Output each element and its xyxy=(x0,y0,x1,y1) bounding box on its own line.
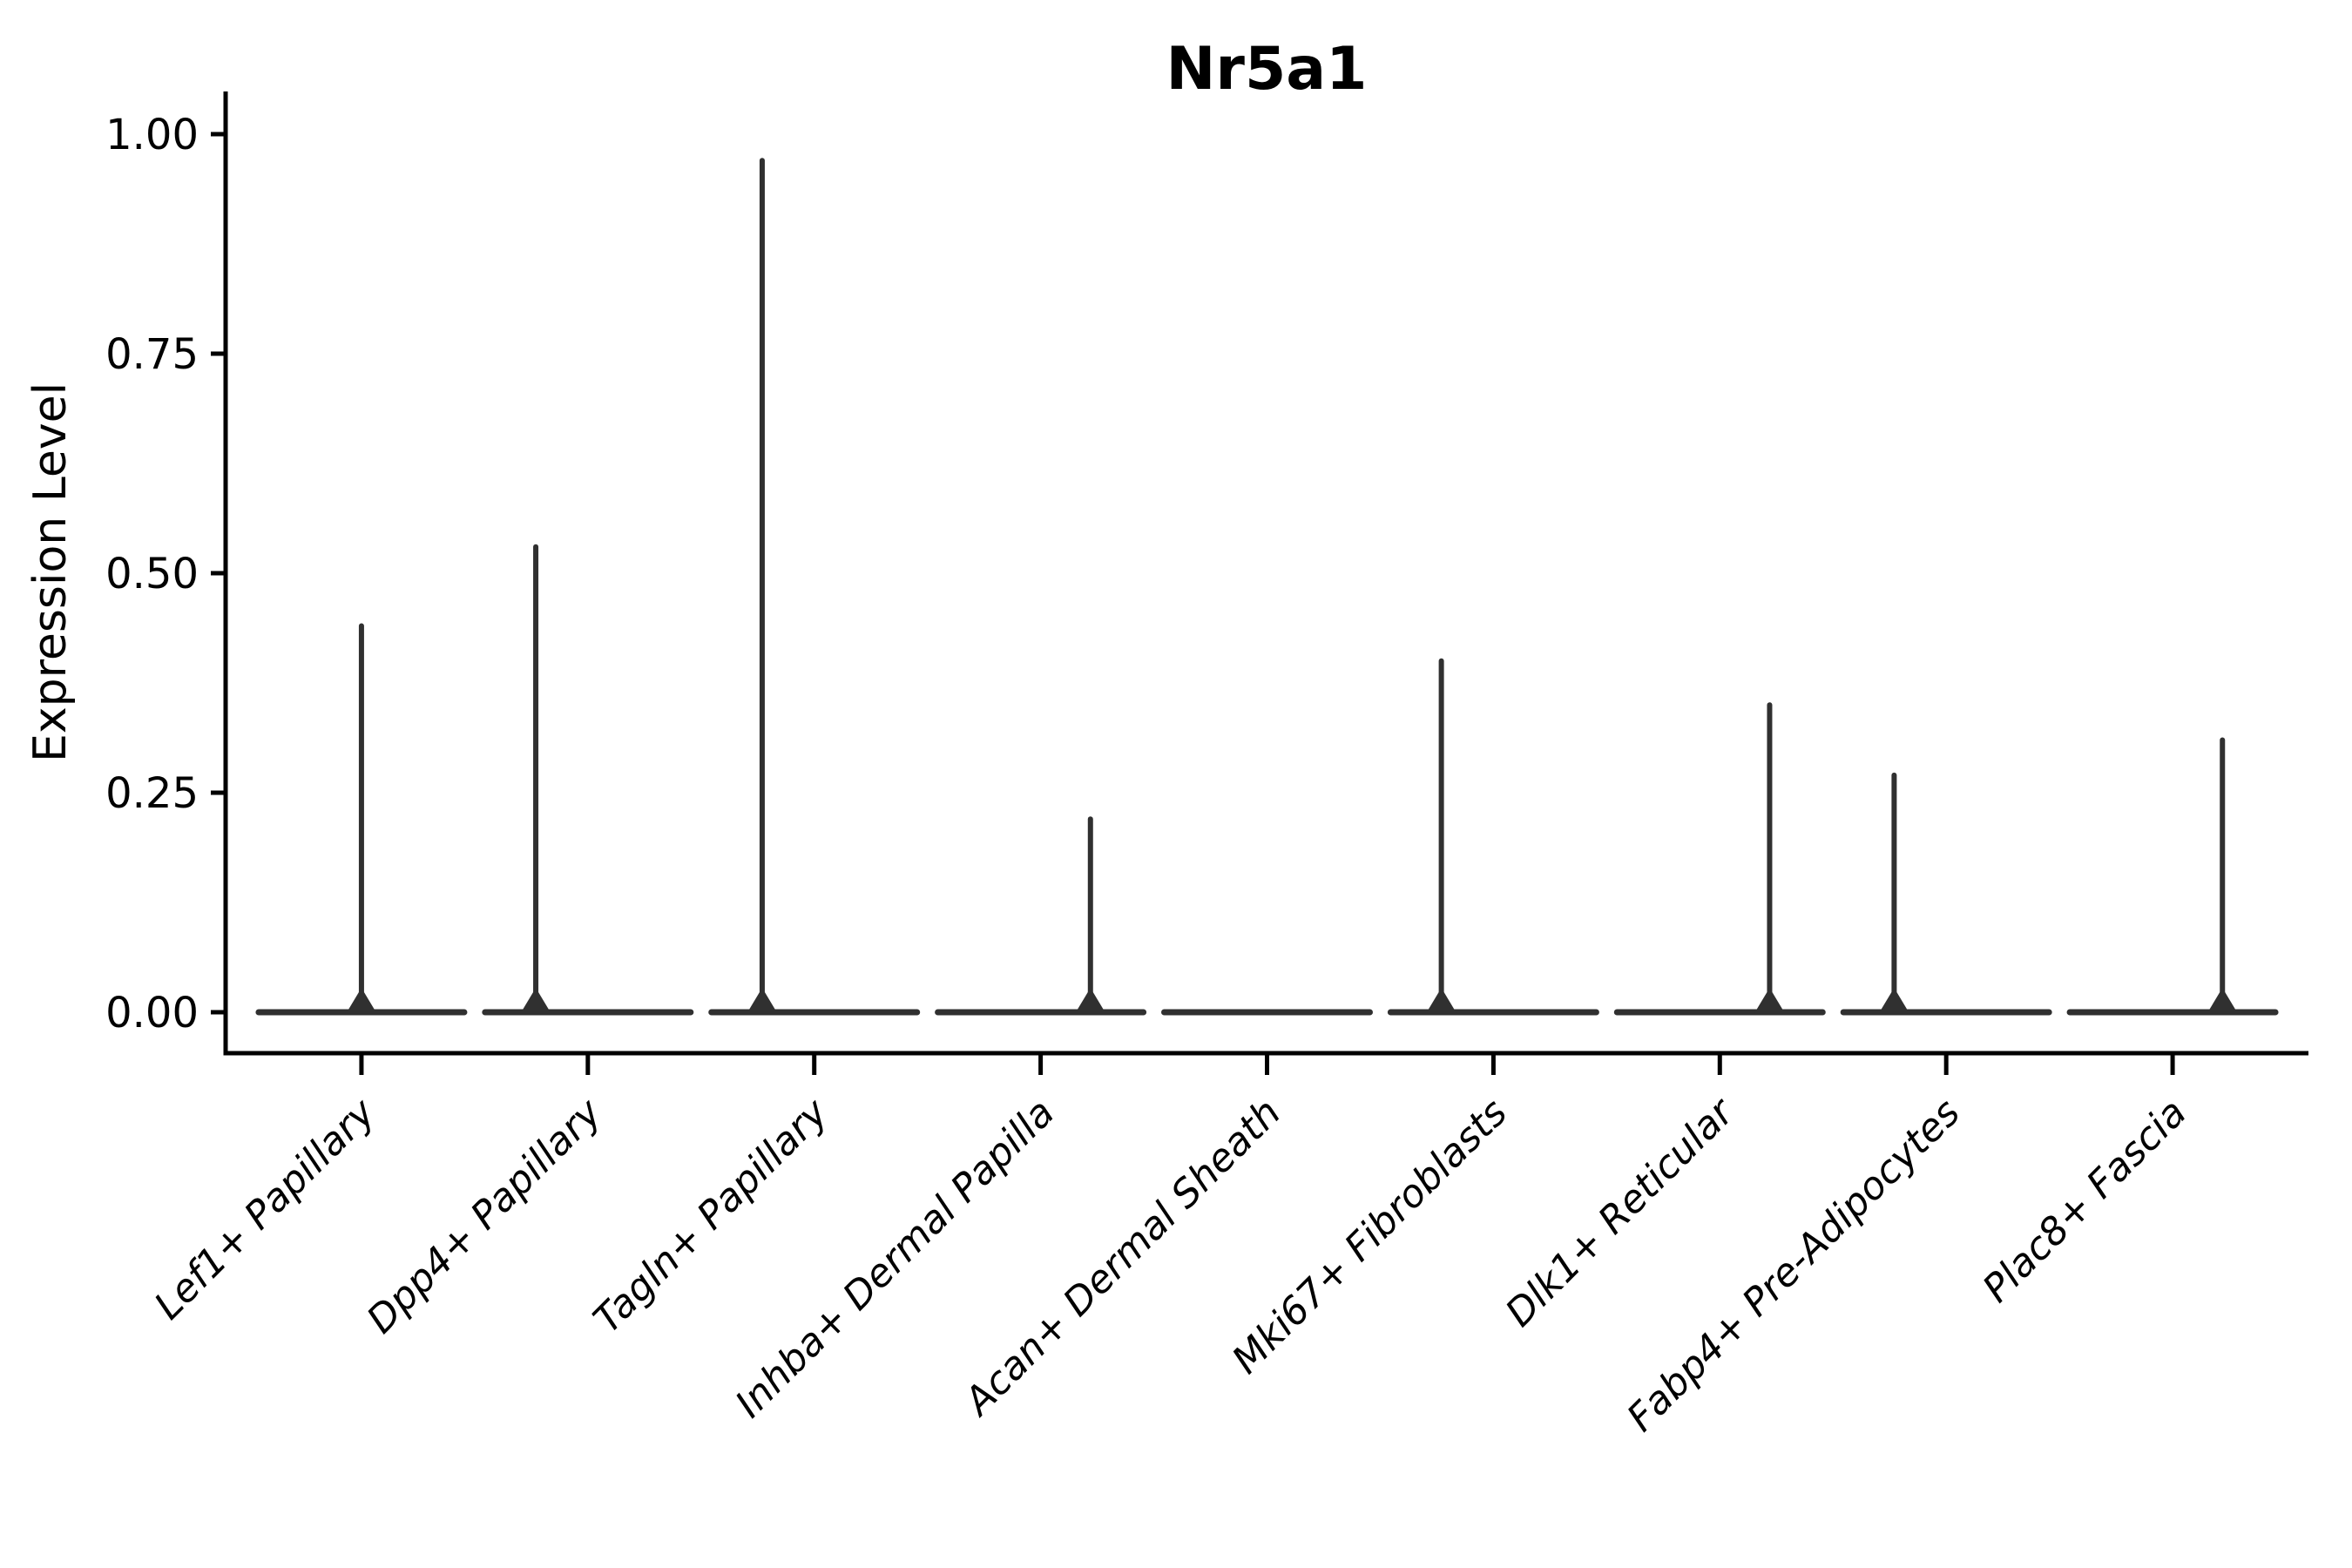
violin xyxy=(1840,772,2052,1016)
violin xyxy=(935,816,1147,1016)
x-tick-label: Dpp4+ Papillary xyxy=(359,1090,612,1342)
x-tick-label: Lef1+ Papillary xyxy=(146,1090,385,1328)
violin xyxy=(1613,702,1826,1016)
y-axis-ticks: 0.00 0.25 0.50 0.75 1.00 xyxy=(105,111,226,1037)
violin xyxy=(482,544,694,1016)
violin xyxy=(255,623,468,1016)
violin xyxy=(1387,658,1599,1016)
y-tick-label: 0.75 xyxy=(105,330,199,379)
x-tick-label: Dlk1+ Reticular xyxy=(1497,1089,1744,1335)
violins xyxy=(255,158,2279,1016)
y-axis-label: Expression Level xyxy=(24,382,77,762)
chart-title: Nr5a1 xyxy=(1166,35,1368,104)
y-tick-label: 0.50 xyxy=(105,550,199,598)
violin xyxy=(708,158,921,1016)
y-tick-label: 0.00 xyxy=(105,989,199,1037)
y-tick-label: 1.00 xyxy=(105,111,199,159)
violin xyxy=(2066,737,2279,1016)
x-tick-label: Plac8+ Fascia xyxy=(1974,1091,2194,1311)
x-tick-label: Tagln+ Papillary xyxy=(585,1090,837,1342)
y-tick-label: 0.25 xyxy=(105,769,199,818)
